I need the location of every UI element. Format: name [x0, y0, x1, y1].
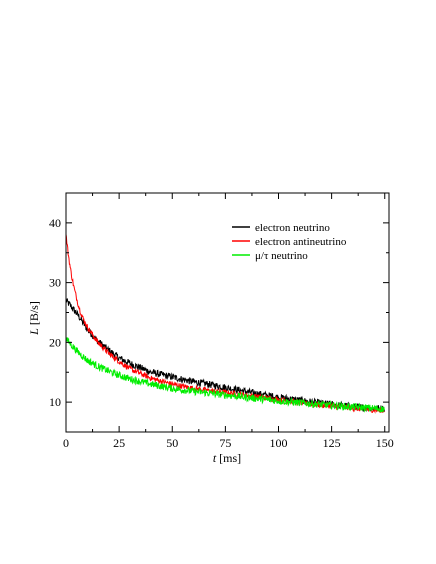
x-tick-label: 50 [166, 436, 178, 450]
series-line-neutrino [65, 337, 385, 413]
x-tick-label: 125 [323, 436, 341, 450]
x-tick-label: 0 [63, 436, 69, 450]
legend-label-electron-neutrino: electron neutrino [255, 222, 330, 234]
legend: electron neutrino electron antineutrino … [232, 222, 347, 262]
y-tick-label: 40 [49, 216, 61, 230]
legend-label-mu-tau-neutrino: μ/τ neutrino [255, 250, 308, 262]
y-axis-unit: [B/s] [27, 301, 41, 325]
y-axis-label: L [B/s] [27, 301, 41, 336]
plot-area [65, 234, 385, 414]
x-tick-label: 100 [270, 436, 288, 450]
y-tick-label: 30 [49, 276, 61, 290]
x-tick-label: 75 [219, 436, 231, 450]
legend-label-electron-antineutrino: electron antineutrino [255, 236, 347, 248]
y-tick-label: 20 [49, 335, 61, 349]
x-axis-unit: [ms] [219, 451, 241, 465]
axis-ticks: 0 25 50 75 100 125 150 10 20 30 40 [49, 192, 394, 450]
x-axis-label: t [ms] [213, 451, 241, 465]
x-axis-symbol: t [213, 451, 217, 465]
x-tick-label: 150 [376, 436, 394, 450]
y-tick-label: 10 [49, 395, 61, 409]
x-tick-label: 25 [113, 436, 125, 450]
y-axis-symbol: L [27, 328, 41, 336]
